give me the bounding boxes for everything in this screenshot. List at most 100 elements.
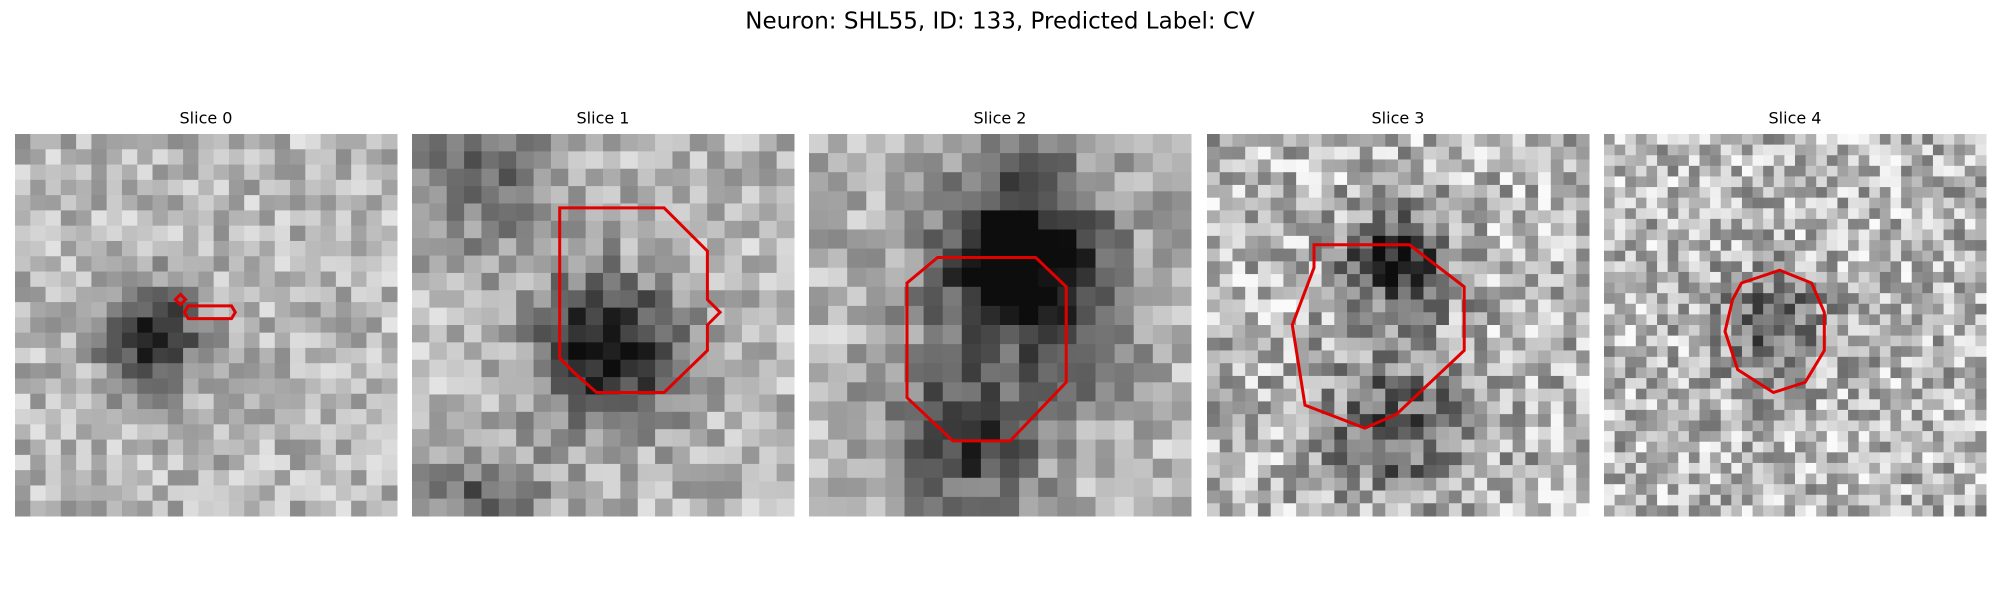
- pixel: [1283, 299, 1297, 313]
- pixel: [1879, 293, 1891, 305]
- pixel: [1720, 388, 1732, 400]
- pixel: [1858, 261, 1870, 273]
- pixel: [1207, 325, 1221, 339]
- pixel: [259, 393, 276, 410]
- pixel: [1667, 367, 1679, 379]
- pixel: [1538, 490, 1552, 504]
- pixel: [198, 179, 215, 196]
- pixel: [91, 179, 108, 196]
- pixel: [381, 225, 398, 242]
- pixel: [1784, 367, 1796, 379]
- pixel: [1245, 477, 1259, 492]
- pixel: [1805, 250, 1817, 262]
- pixel: [1076, 210, 1096, 230]
- pixel: [464, 151, 482, 170]
- pixel: [1773, 388, 1785, 400]
- pixel: [1879, 378, 1891, 390]
- pixel: [274, 363, 291, 379]
- pixel: [1321, 503, 1335, 517]
- pixel: [1550, 274, 1565, 288]
- pixel: [1487, 337, 1501, 351]
- pixel: [121, 134, 138, 150]
- pixel: [1019, 363, 1039, 383]
- pixel: [1635, 325, 1647, 337]
- pixel: [1245, 337, 1259, 351]
- pixel: [1678, 197, 1690, 209]
- pixel: [1563, 375, 1577, 390]
- pixel: [961, 363, 982, 383]
- pixel: [121, 424, 138, 441]
- pixel: [1773, 462, 1785, 475]
- pixel: [1114, 420, 1135, 441]
- pixel: [1784, 494, 1796, 506]
- pixel: [335, 149, 352, 166]
- pixel: [1805, 388, 1817, 400]
- pixel: [320, 225, 337, 242]
- pixel: [464, 255, 482, 274]
- pixel: [1219, 350, 1233, 364]
- pixel: [516, 220, 535, 239]
- pixel: [1688, 367, 1700, 379]
- pixel: [1296, 350, 1310, 364]
- pixel: [707, 498, 726, 517]
- pixel: [1512, 414, 1526, 428]
- pixel: [724, 394, 743, 413]
- pixel: [1207, 414, 1221, 428]
- pixel: [1635, 240, 1647, 252]
- pixel: [1512, 325, 1526, 339]
- pixel: [1848, 240, 1860, 252]
- pixel: [672, 342, 691, 361]
- pixel: [1657, 261, 1669, 273]
- pixel: [603, 186, 621, 204]
- pixel: [290, 286, 306, 303]
- pixel: [1763, 187, 1775, 199]
- pixel: [91, 409, 108, 425]
- pixel: [198, 485, 215, 502]
- pixel: [1879, 144, 1891, 156]
- pixel: [15, 409, 31, 425]
- pixel: [1385, 134, 1399, 148]
- pixel: [15, 454, 31, 471]
- pixel: [1943, 250, 1955, 262]
- pixel: [1848, 431, 1860, 443]
- pixel: [366, 271, 383, 288]
- pixel: [1207, 490, 1221, 504]
- pixel: [412, 307, 430, 326]
- pixel: [1385, 223, 1399, 237]
- pixel: [1270, 299, 1284, 313]
- pixel: [45, 393, 62, 410]
- pixel: [1826, 325, 1838, 337]
- pixel: [1563, 159, 1577, 173]
- pixel: [167, 317, 184, 334]
- pixel: [707, 238, 726, 257]
- pixel: [1816, 240, 1828, 252]
- pixel: [429, 325, 448, 343]
- pixel: [550, 481, 569, 500]
- pixel: [1911, 282, 1923, 294]
- pixel: [1890, 218, 1902, 230]
- pixel: [1423, 146, 1437, 160]
- pixel: [446, 290, 465, 309]
- pixel: [689, 290, 708, 309]
- pixel: [961, 134, 982, 154]
- pixel: [1296, 401, 1310, 415]
- pixel: [1879, 356, 1891, 368]
- pixel: [1283, 210, 1297, 224]
- pixel: [1448, 134, 1463, 148]
- pixel: [1614, 367, 1626, 379]
- pixel: [1964, 134, 1976, 146]
- pixel: [213, 286, 230, 303]
- pixel: [1667, 250, 1679, 262]
- pixel: [759, 394, 778, 413]
- pixel: [351, 393, 367, 410]
- pixel: [1232, 325, 1246, 339]
- pixel: [1171, 382, 1192, 402]
- pixel: [274, 134, 291, 150]
- pixel: [1837, 484, 1849, 496]
- pixel: [1461, 477, 1475, 492]
- pixel: [655, 359, 673, 378]
- pixel: [1932, 431, 1945, 443]
- pixel: [585, 290, 604, 309]
- pixel: [1964, 155, 1976, 167]
- pixel: [885, 401, 905, 421]
